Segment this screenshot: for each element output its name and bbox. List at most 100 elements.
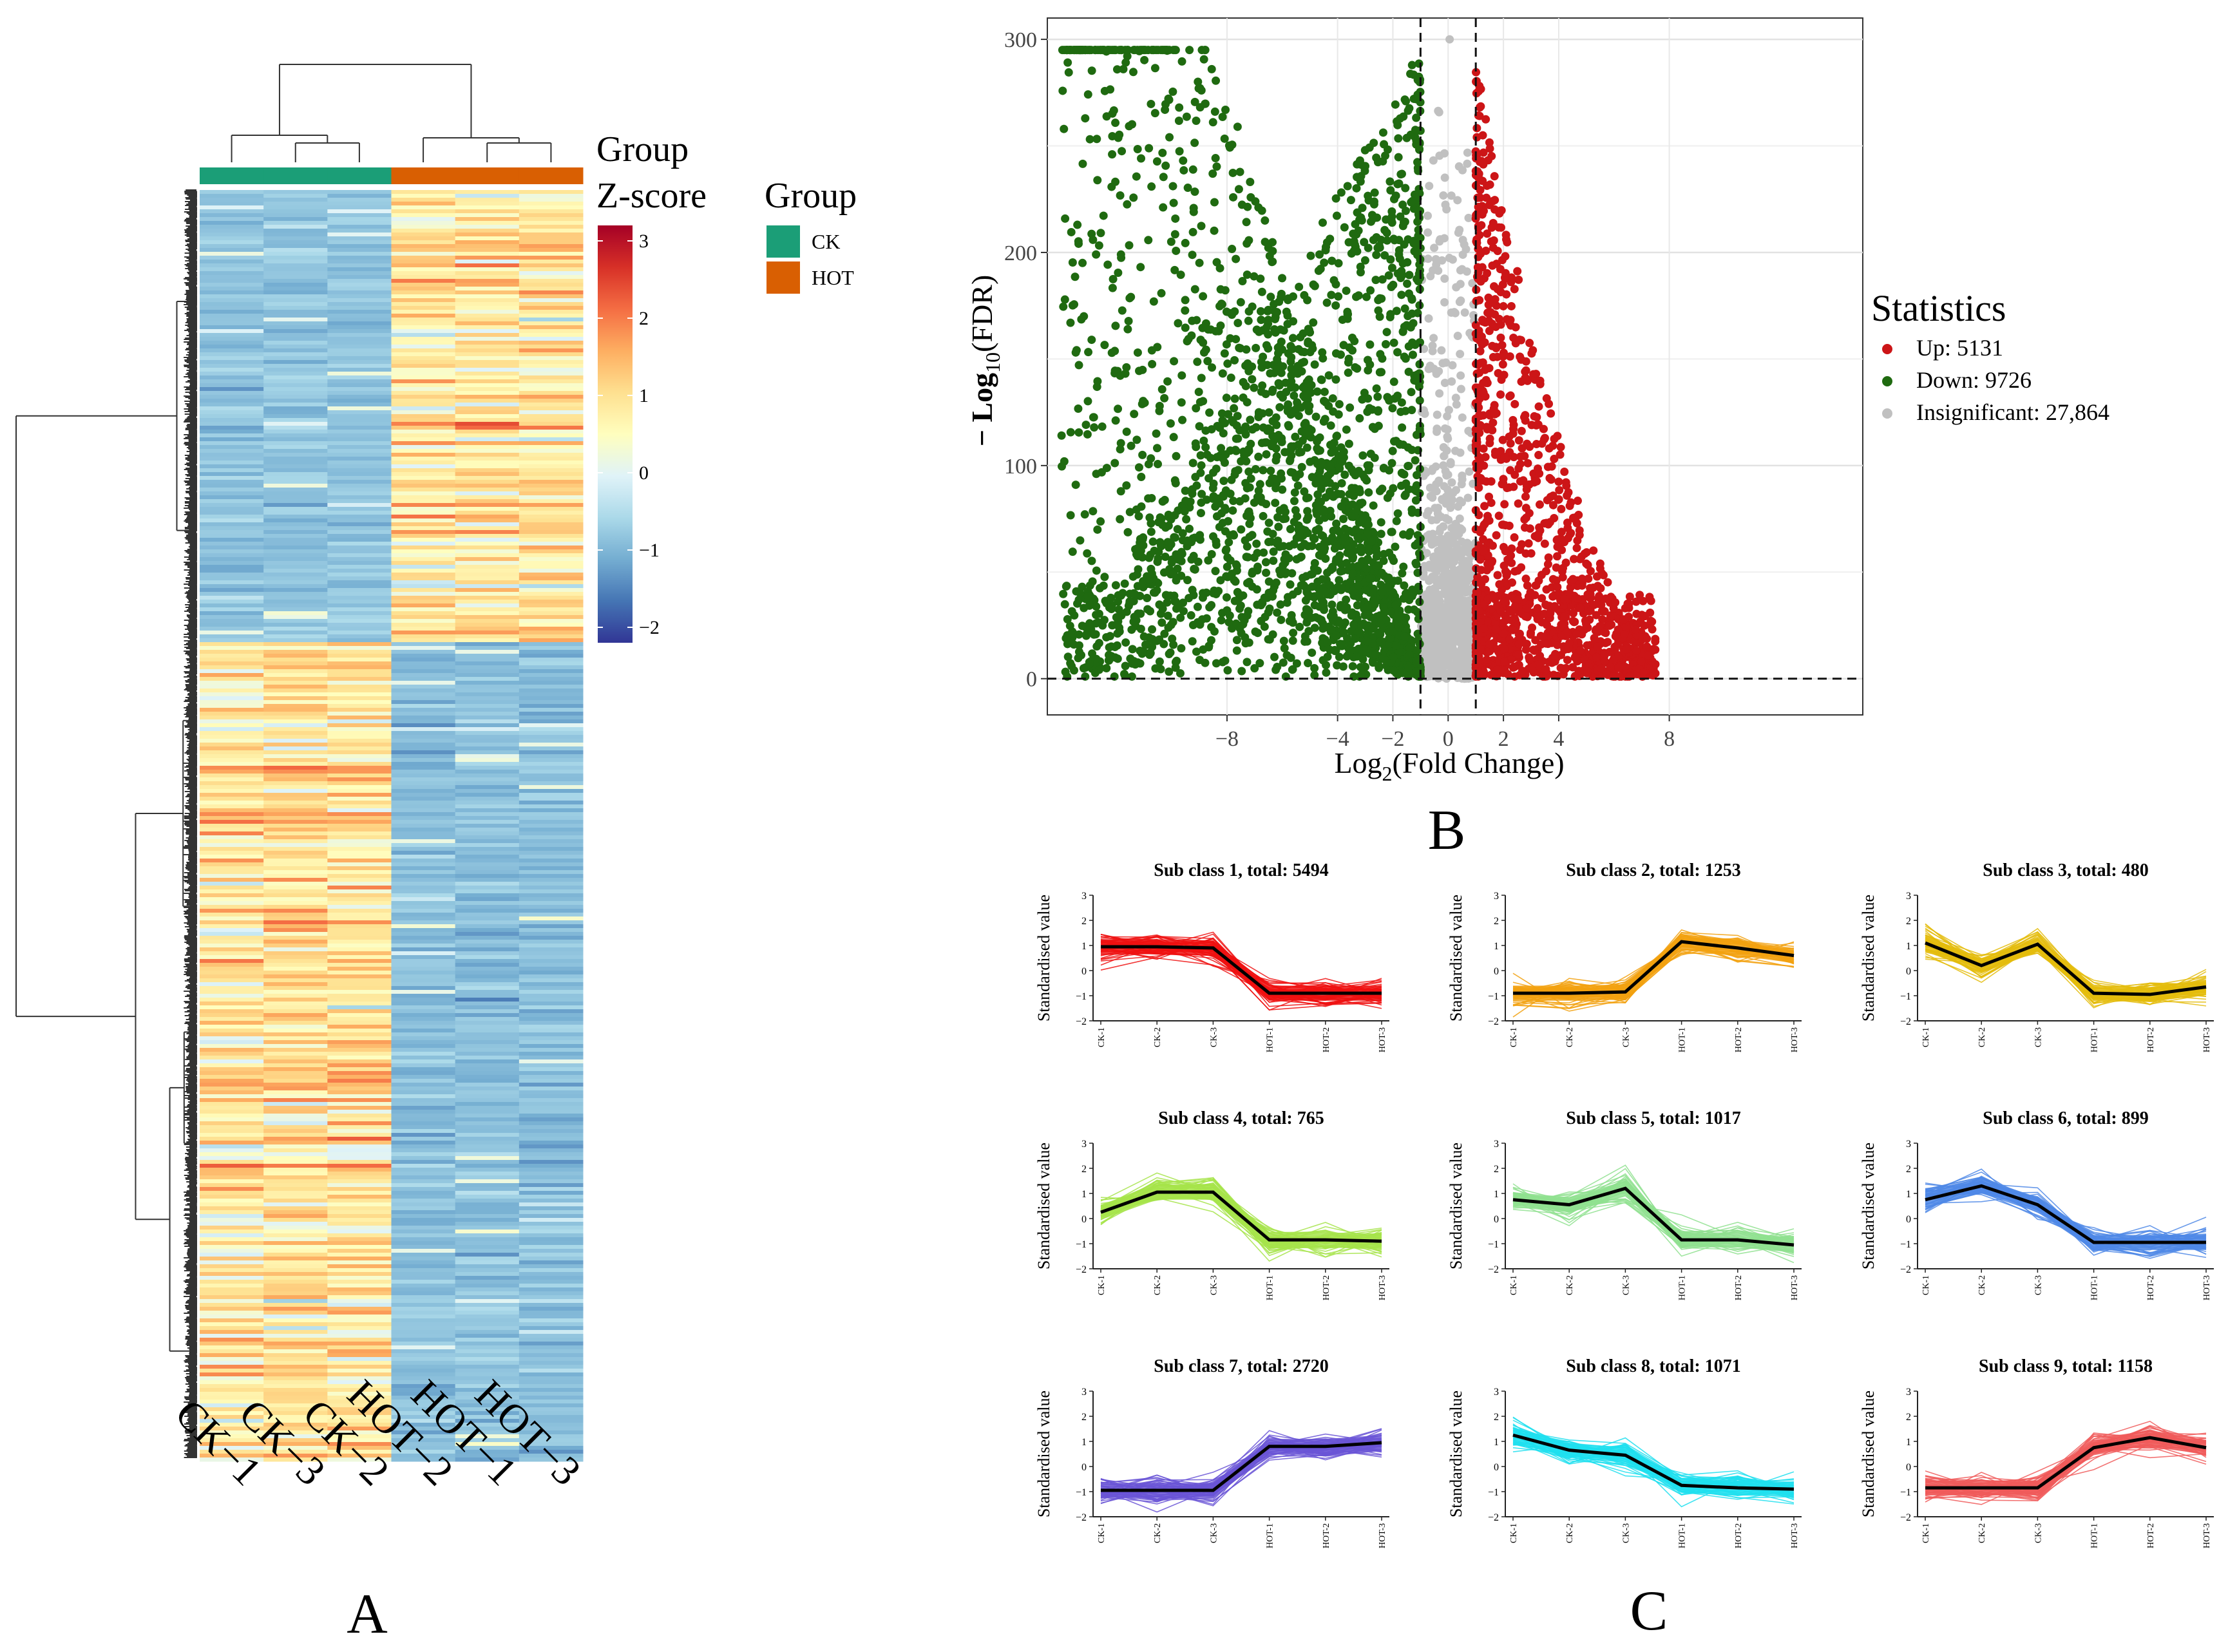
heatmap-cell (200, 634, 264, 639)
heatmap-cell (200, 318, 264, 322)
heatmap-cell (263, 329, 328, 334)
heatmap-cell (455, 290, 520, 295)
heatmap-cell (391, 364, 456, 368)
heatmap-cell (263, 375, 328, 380)
heatmap-cell (263, 661, 328, 666)
heatmap-cell (263, 723, 328, 728)
heatmap-cell (391, 816, 456, 821)
heatmap-cell (263, 348, 328, 353)
heatmap-cell (327, 240, 392, 245)
heatmap-cell (200, 700, 264, 705)
heatmap-cell (200, 882, 264, 886)
heatmap-cell (519, 476, 584, 480)
heatmap-cell (327, 627, 392, 631)
heatmap-cell (519, 449, 584, 453)
heatmap-cell (327, 634, 392, 639)
heatmap-cell (327, 615, 392, 620)
heatmap-cell (519, 530, 584, 535)
heatmap-cell (200, 491, 264, 496)
heatmap-cell (391, 820, 456, 824)
heatmap-cell (455, 368, 520, 372)
heatmap-cell (200, 368, 264, 372)
heatmap-cell (455, 499, 520, 504)
heatmap-cell (263, 294, 328, 299)
heatmap-cell (455, 824, 520, 828)
heatmap-cell (455, 932, 520, 936)
heatmap-cell (391, 866, 456, 871)
heatmap-cell (263, 866, 328, 871)
heatmap-matrix (200, 190, 584, 1462)
heatmap-cell (391, 673, 456, 678)
heatmap-cell (391, 538, 456, 542)
heatmap-cell (391, 534, 456, 538)
heatmap-cell (455, 785, 520, 790)
heatmap-cell (200, 739, 264, 743)
heatmap-cell (263, 708, 328, 712)
heatmap-cell (200, 561, 264, 565)
heatmap-cell (263, 631, 328, 635)
heatmap-cell (455, 735, 520, 739)
heatmap-cell (391, 198, 456, 202)
heatmap-cell (519, 866, 584, 871)
heatmap-cell (327, 727, 392, 732)
heatmap-cell (519, 318, 584, 322)
heatmap-cell (327, 947, 392, 952)
heatmap-cell (263, 870, 328, 875)
heatmap-cell (327, 418, 392, 422)
heatmap-cell (327, 530, 392, 535)
heatmap-cell (519, 410, 584, 415)
heatmap-cell (391, 306, 456, 310)
heatmap-cell (263, 503, 328, 508)
heatmap-cell (455, 414, 520, 419)
heatmap-cell (327, 387, 392, 392)
heatmap-cell (327, 716, 392, 720)
heatmap-cell (455, 403, 520, 407)
heatmap-cell (391, 441, 456, 446)
heatmap-cell (455, 391, 520, 395)
heatmap-cell (391, 530, 456, 535)
heatmap-cell (519, 801, 584, 805)
heatmap-cell (200, 267, 264, 272)
heatmap-cell (519, 874, 584, 878)
heatmap-cell (327, 248, 392, 252)
heatmap-cell (200, 391, 264, 395)
heatmap-cell (391, 743, 456, 747)
heatmap-cell (519, 488, 584, 492)
heatmap-cell (263, 468, 328, 473)
heatmap-cell (327, 383, 392, 388)
heatmap-cell (327, 623, 392, 627)
heatmap-cell (455, 835, 520, 840)
heatmap-cell (455, 916, 520, 921)
heatmap-cell (455, 963, 520, 967)
heatmap-cell (519, 460, 584, 465)
heatmap-cell (391, 279, 456, 283)
heatmap-cell (327, 801, 392, 805)
heatmap-cell (519, 314, 584, 318)
heatmap-cell (327, 777, 392, 782)
heatmap-cell (455, 542, 520, 546)
heatmap-cell (519, 893, 584, 898)
heatmap-cell (263, 403, 328, 407)
heatmap-cell (200, 233, 264, 237)
heatmap-cell (327, 522, 392, 527)
heatmap-cell (327, 866, 392, 871)
heatmap-cell (200, 453, 264, 457)
heatmap-cell (200, 692, 264, 697)
heatmap-cell (391, 916, 456, 921)
heatmap-cell (519, 542, 584, 546)
heatmap-cell (200, 383, 264, 388)
heatmap-cell (519, 878, 584, 882)
heatmap-cell (200, 441, 264, 446)
heatmap-cell (391, 951, 456, 956)
heatmap-cell (263, 835, 328, 840)
heatmap-cell (391, 248, 456, 252)
heatmap-cell (391, 777, 456, 782)
heatmap-cell (263, 774, 328, 778)
heatmap-cell (519, 534, 584, 538)
heatmap-cell (263, 793, 328, 797)
heatmap-cell (391, 414, 456, 419)
heatmap-cell (200, 252, 264, 256)
heatmap-cell (263, 399, 328, 403)
heatmap-cell (200, 321, 264, 326)
heatmap-cell (391, 321, 456, 326)
